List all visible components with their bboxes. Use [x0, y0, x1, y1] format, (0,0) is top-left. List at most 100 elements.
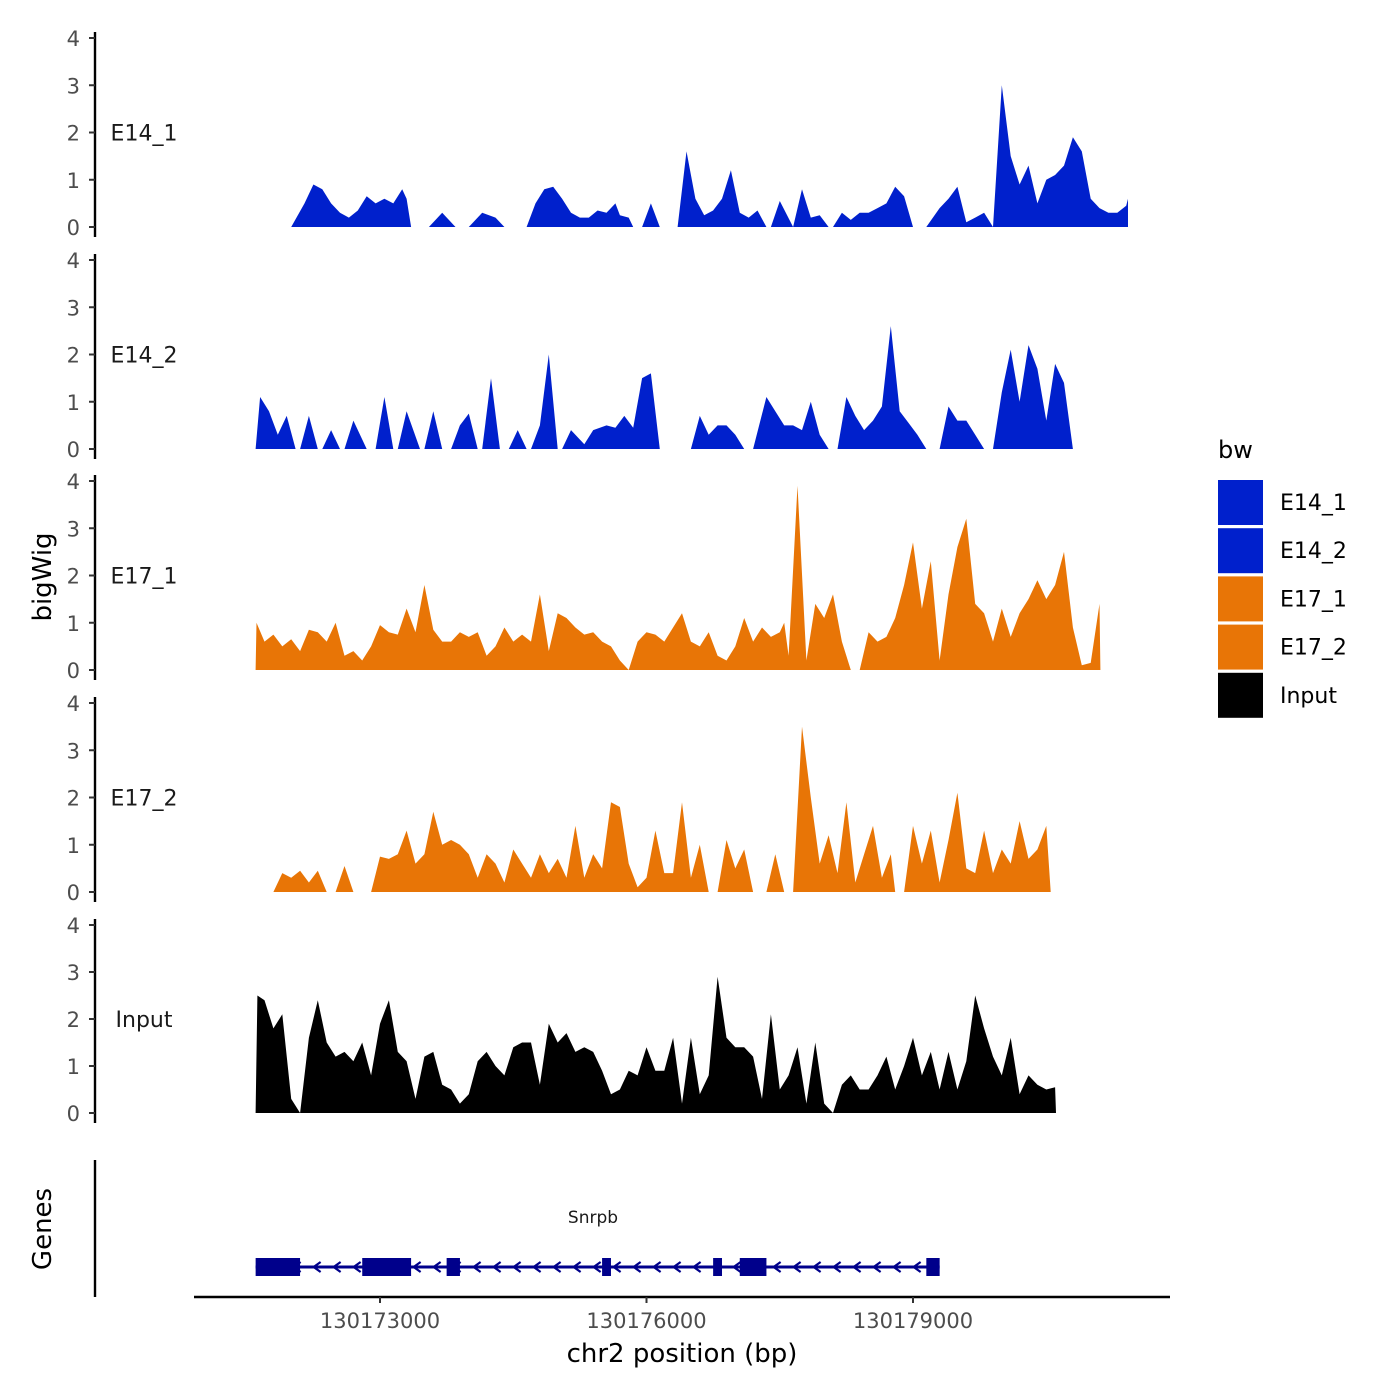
legend-label: E17_2	[1280, 636, 1347, 661]
genes-track-label: Genes	[28, 1188, 58, 1270]
strand-arrow	[671, 1261, 682, 1273]
gene-exon	[255, 1258, 301, 1276]
track-e14-1: 0 1 2 3 4 E14_1	[67, 27, 1153, 240]
track-input: 0 1 2 3 4 Input	[67, 914, 1057, 1126]
signal-area	[926, 85, 1128, 227]
strand-arrow	[551, 1261, 562, 1273]
strand-arrow	[891, 1261, 902, 1273]
strand-arrow	[791, 1261, 802, 1273]
y-tick-label: 0	[67, 881, 80, 905]
signal-area	[255, 485, 851, 670]
y-tick-label: 0	[67, 438, 80, 462]
strand-arrow	[771, 1261, 782, 1273]
track-label: E17_2	[111, 787, 178, 812]
track-label: E17_1	[111, 565, 178, 590]
signal-area	[833, 186, 913, 227]
signal-area	[993, 345, 1073, 449]
legend-item: E14_2	[1218, 528, 1347, 574]
y-tick-label: 1	[67, 1055, 80, 1079]
genes-track: Genes Snrpb	[28, 1160, 940, 1297]
strand-arrow	[331, 1261, 342, 1273]
gene-exon	[739, 1258, 767, 1276]
legend-key	[1218, 480, 1263, 525]
signal-area	[531, 354, 558, 449]
legend-item: Input	[1218, 672, 1337, 718]
signal-area	[255, 976, 1057, 1113]
legend-label: E14_2	[1280, 539, 1347, 564]
signal-area	[1128, 118, 1153, 227]
legend-key	[1218, 624, 1263, 670]
strand-arrow	[511, 1261, 522, 1273]
legend-label: Input	[1280, 684, 1337, 709]
signal-area	[766, 854, 785, 892]
signal-area	[482, 378, 500, 449]
y-tick-label: 4	[67, 249, 80, 273]
signal-area	[424, 411, 443, 449]
y-tick-label: 3	[67, 517, 80, 541]
track-e17-2: 0 1 2 3 4 E17_2	[67, 692, 1051, 905]
strand-arrow	[831, 1261, 842, 1273]
track-label: Input	[116, 1008, 173, 1033]
y-tick-label: 3	[67, 739, 80, 763]
gene-exon	[602, 1258, 611, 1276]
strand-arrow	[571, 1261, 582, 1273]
strand-arrow	[351, 1261, 362, 1273]
signal-area	[322, 430, 340, 449]
signal-area	[468, 212, 505, 227]
y-tick-label: 0	[67, 659, 80, 683]
signal-area	[300, 415, 318, 449]
signal-area	[371, 802, 709, 892]
y-tick-label: 2	[67, 122, 80, 146]
signal-area	[939, 406, 985, 449]
y-axis-label: bigWig	[28, 532, 58, 621]
track-label: E14_2	[111, 344, 178, 369]
tracks-layer: 0 1 2 3 4 E14_1 0 1 2 3 4 E14_2 0 1 2 3 4 E17_1 0 1 2 3 4 E17_2…	[67, 27, 1153, 1126]
strand-arrow	[811, 1261, 822, 1273]
gene-name-label: Snrpb	[568, 1208, 618, 1228]
x-tick-label: 130173000	[320, 1309, 440, 1333]
legend-key	[1218, 672, 1263, 718]
strand-arrow	[471, 1261, 482, 1273]
y-tick-label: 0	[67, 1102, 80, 1126]
y-tick-label: 4	[67, 470, 80, 494]
y-tick-label: 4	[67, 914, 80, 938]
y-tick-label: 3	[67, 74, 80, 98]
legend-item: E14_1	[1218, 480, 1347, 525]
y-tick-label: 1	[67, 391, 80, 415]
signal-area	[508, 430, 527, 449]
y-tick-label: 2	[67, 1008, 80, 1032]
x-tick-label: 130179000	[853, 1309, 973, 1333]
gene-exon	[713, 1258, 723, 1276]
y-tick-label: 0	[67, 216, 80, 240]
y-tick-label: 1	[67, 169, 80, 193]
signal-area	[428, 212, 456, 227]
signal-area	[717, 840, 754, 892]
signal-area	[562, 373, 660, 449]
strand-arrow	[531, 1261, 542, 1273]
x-axis: 130173000 130176000 130179000	[194, 1295, 1170, 1333]
y-tick-label: 2	[67, 344, 80, 368]
signal-area	[837, 326, 927, 449]
strand-arrow	[691, 1261, 702, 1273]
strand-arrow	[631, 1261, 642, 1273]
strand-arrow	[591, 1261, 602, 1273]
signal-area	[255, 397, 296, 449]
legend-label: E17_1	[1280, 587, 1347, 612]
signal-area	[397, 411, 420, 449]
signal-area	[753, 397, 829, 449]
legend-title: bw	[1218, 436, 1253, 464]
strand-arrow	[491, 1261, 502, 1273]
signal-area	[451, 413, 478, 449]
strand-arrow	[911, 1261, 922, 1273]
legend: bw E14_1 E14_2 E17_1 E17_2 Input	[1218, 436, 1347, 718]
gene-exon	[446, 1258, 460, 1276]
signal-area	[642, 203, 660, 227]
y-tick-label: 4	[67, 692, 80, 716]
signal-area	[335, 866, 354, 892]
track-e17-1: 0 1 2 3 4 E17_1	[67, 470, 1101, 683]
y-tick-label: 2	[67, 787, 80, 811]
strand-arrow	[651, 1261, 662, 1273]
strand-arrow	[851, 1261, 862, 1273]
y-tick-label: 3	[67, 296, 80, 320]
signal-area	[770, 189, 829, 227]
